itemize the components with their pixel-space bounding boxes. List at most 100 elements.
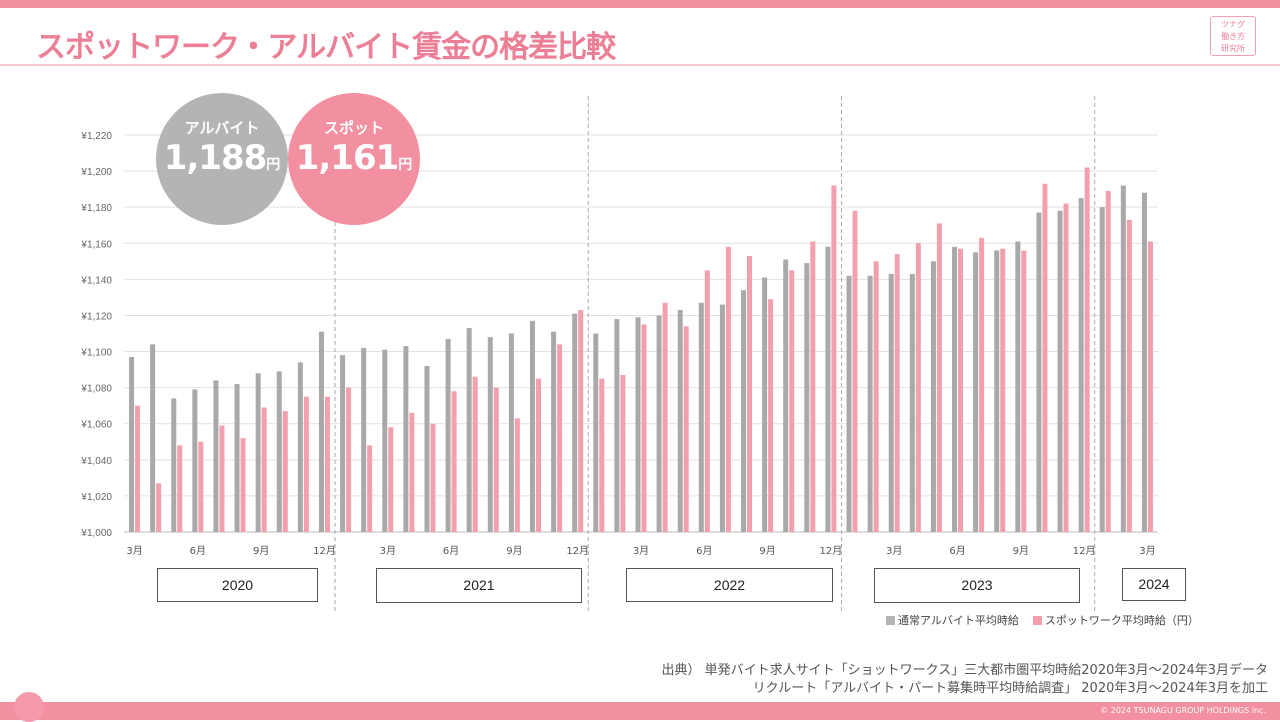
title-divider — [0, 64, 1280, 66]
bar-arubaito — [888, 273, 894, 532]
bar-arubaito — [719, 304, 725, 532]
bar-arubaito — [551, 331, 557, 532]
bar-spot — [979, 237, 985, 533]
logo-line: ツナグ — [1221, 20, 1245, 29]
y-tick-label: ¥1,060 — [80, 420, 112, 431]
y-tick-label: ¥1,120 — [80, 311, 112, 322]
y-tick-label: ¥1,160 — [80, 239, 112, 250]
x-tick-label: 9月 — [506, 545, 522, 557]
y-tick-label: ¥1,140 — [80, 275, 112, 286]
year-box-2021: 2021 — [376, 568, 582, 603]
bar-spot — [662, 302, 668, 532]
bar-arubaito — [1141, 192, 1147, 532]
bar-spot — [894, 254, 900, 532]
bar-arubaito — [741, 290, 747, 532]
bar-arubaito — [382, 349, 388, 532]
x-tick-label: 3月 — [1139, 545, 1155, 557]
bar-arubaito — [297, 362, 303, 532]
bar-spot — [1147, 241, 1153, 532]
bar-arubaito — [1078, 198, 1084, 532]
bar-spot — [1084, 167, 1090, 532]
x-tick-label: 6月 — [696, 545, 712, 557]
bar-arubaito — [1057, 210, 1063, 533]
x-tick-label: 12月 — [566, 545, 589, 557]
top-accent-bar — [0, 0, 1280, 8]
bar-spot — [388, 427, 394, 532]
legend-swatch-pink — [1032, 616, 1042, 625]
bar-arubaito — [762, 277, 768, 532]
bar-spot — [620, 375, 626, 532]
bar-spot — [156, 483, 162, 532]
bar-arubaito — [529, 320, 535, 532]
corner-decoration — [14, 692, 44, 722]
bottom-accent-bar — [0, 702, 1280, 720]
bar-arubaito — [635, 317, 641, 532]
bar-arubaito — [825, 246, 831, 532]
bar-spot — [535, 378, 541, 532]
bar-arubaito — [403, 346, 409, 532]
bar-spot — [261, 407, 267, 532]
bar-spot — [873, 261, 879, 532]
legend-item-spot: スポットワーク平均時給（円） — [1032, 614, 1199, 627]
chart-legend: 通常アルバイト平均時給 スポットワーク平均時給（円） — [886, 612, 1213, 628]
y-tick-label: ¥1,180 — [80, 203, 112, 214]
bar-spot — [346, 387, 352, 532]
bar-spot — [1000, 248, 1006, 532]
bar-spot — [430, 423, 436, 532]
source-line-1: 出典） 単発バイト求人サイト「ショットワークス」三大都市圏平均時給2020年3月… — [661, 663, 1268, 678]
logo-line: 働き方 — [1221, 32, 1245, 41]
bar-arubaito — [171, 398, 177, 532]
y-tick-label: ¥1,220 — [80, 131, 112, 142]
bar-arubaito — [909, 273, 915, 532]
bar-spot — [810, 241, 816, 532]
bar-spot — [768, 299, 774, 532]
bar-spot — [683, 326, 689, 532]
bar-spot — [451, 391, 457, 532]
company-logo: ツナグ 働き方 研究所 — [1210, 16, 1256, 56]
bar-spot — [493, 387, 499, 532]
bar-spot — [747, 255, 753, 532]
x-tick-label: 9月 — [759, 545, 775, 557]
bar-spot — [831, 185, 837, 532]
bar-arubaito — [804, 263, 810, 532]
bar-spot — [135, 405, 141, 532]
bar-spot — [472, 376, 478, 532]
arubaito-summary-bubble: アルバイト 1,188円 — [156, 93, 288, 225]
page-title: スポットワーク・アルバイト賃金の格差比較 — [36, 30, 616, 65]
legend-swatch-gray — [886, 616, 895, 625]
bar-spot — [578, 310, 584, 532]
bar-arubaito — [973, 252, 979, 532]
x-tick-label: 12月 — [313, 545, 336, 557]
bar-spot — [198, 441, 204, 532]
x-tick-label: 3月 — [633, 545, 649, 557]
bar-arubaito — [698, 302, 704, 532]
spot-summary-bubble: スポット 1,161円 — [288, 93, 420, 225]
bar-arubaito — [614, 319, 620, 532]
x-tick-label: 9月 — [1013, 545, 1029, 557]
bar-arubaito — [276, 371, 282, 532]
bar-spot — [599, 378, 605, 532]
bar-spot — [936, 223, 942, 532]
bar-arubaito — [466, 328, 472, 532]
bar-spot — [1063, 203, 1069, 532]
bar-spot — [852, 210, 858, 533]
bar-spot — [303, 396, 309, 532]
bar-spot — [725, 246, 731, 532]
bar-arubaito — [234, 384, 240, 532]
bar-arubaito — [994, 250, 1000, 532]
bar-spot — [704, 270, 710, 532]
bar-arubaito — [129, 356, 135, 532]
logo-line: 研究所 — [1221, 44, 1245, 53]
bar-arubaito — [1036, 212, 1042, 532]
x-tick-label: 3月 — [126, 545, 142, 557]
bar-spot — [282, 411, 288, 532]
legend-label-spot: スポットワーク平均時給（円） — [1044, 614, 1199, 627]
bar-spot — [177, 445, 183, 532]
x-tick-label: 12月 — [1073, 545, 1096, 557]
bar-spot — [641, 324, 647, 532]
bar-arubaito — [867, 275, 873, 532]
bar-arubaito — [656, 315, 662, 532]
y-tick-label: ¥1,080 — [80, 384, 112, 395]
bar-spot — [367, 445, 373, 532]
